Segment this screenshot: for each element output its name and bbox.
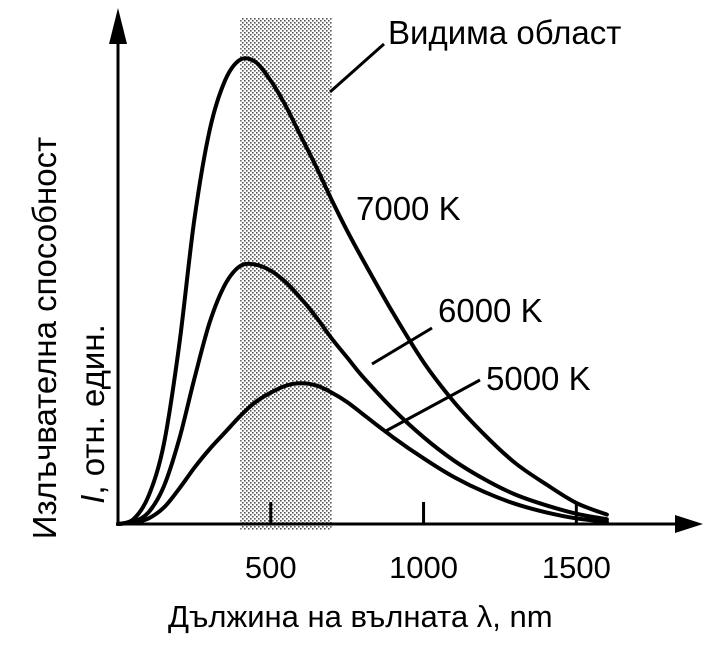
x-axis-title: Дължина на вълната λ, nm	[168, 599, 553, 634]
leader-6000-k	[371, 326, 433, 366]
y-axis-title-line2: I, отн. един.	[74, 324, 111, 504]
curve-5000-k	[116, 381, 609, 526]
visible-region-band	[240, 18, 332, 530]
x-tick-label-1000: 1000	[389, 550, 458, 585]
x-tick-labels: 500 1000 1500	[245, 550, 611, 585]
x-tick-label-500: 500	[245, 550, 297, 585]
x-tick-label-1500: 1500	[542, 550, 611, 585]
y-axis-arrow	[109, 8, 127, 44]
series-labels: 7000 K 6000 K 5000 K	[356, 190, 591, 397]
leader-5000-k	[383, 378, 481, 434]
y-axis-symbol: I	[74, 495, 111, 504]
series-label-5000-k: 5000 K	[486, 360, 591, 397]
leader-lines	[329, 42, 481, 434]
visible-region-label: Видима област	[388, 14, 621, 51]
series-curves	[116, 56, 609, 526]
series-label-7000-k: 7000 K	[356, 190, 461, 227]
x-axis-arrow	[675, 515, 703, 533]
curve-6000-k	[116, 261, 609, 526]
series-label-6000-k: 6000 K	[438, 292, 543, 329]
leader-visible-region	[329, 42, 385, 94]
curve-7000-k	[116, 56, 609, 526]
y-axis-unit: , отн. един.	[74, 324, 111, 494]
y-axis-title-line1: Излъчвателна способност	[26, 137, 63, 539]
